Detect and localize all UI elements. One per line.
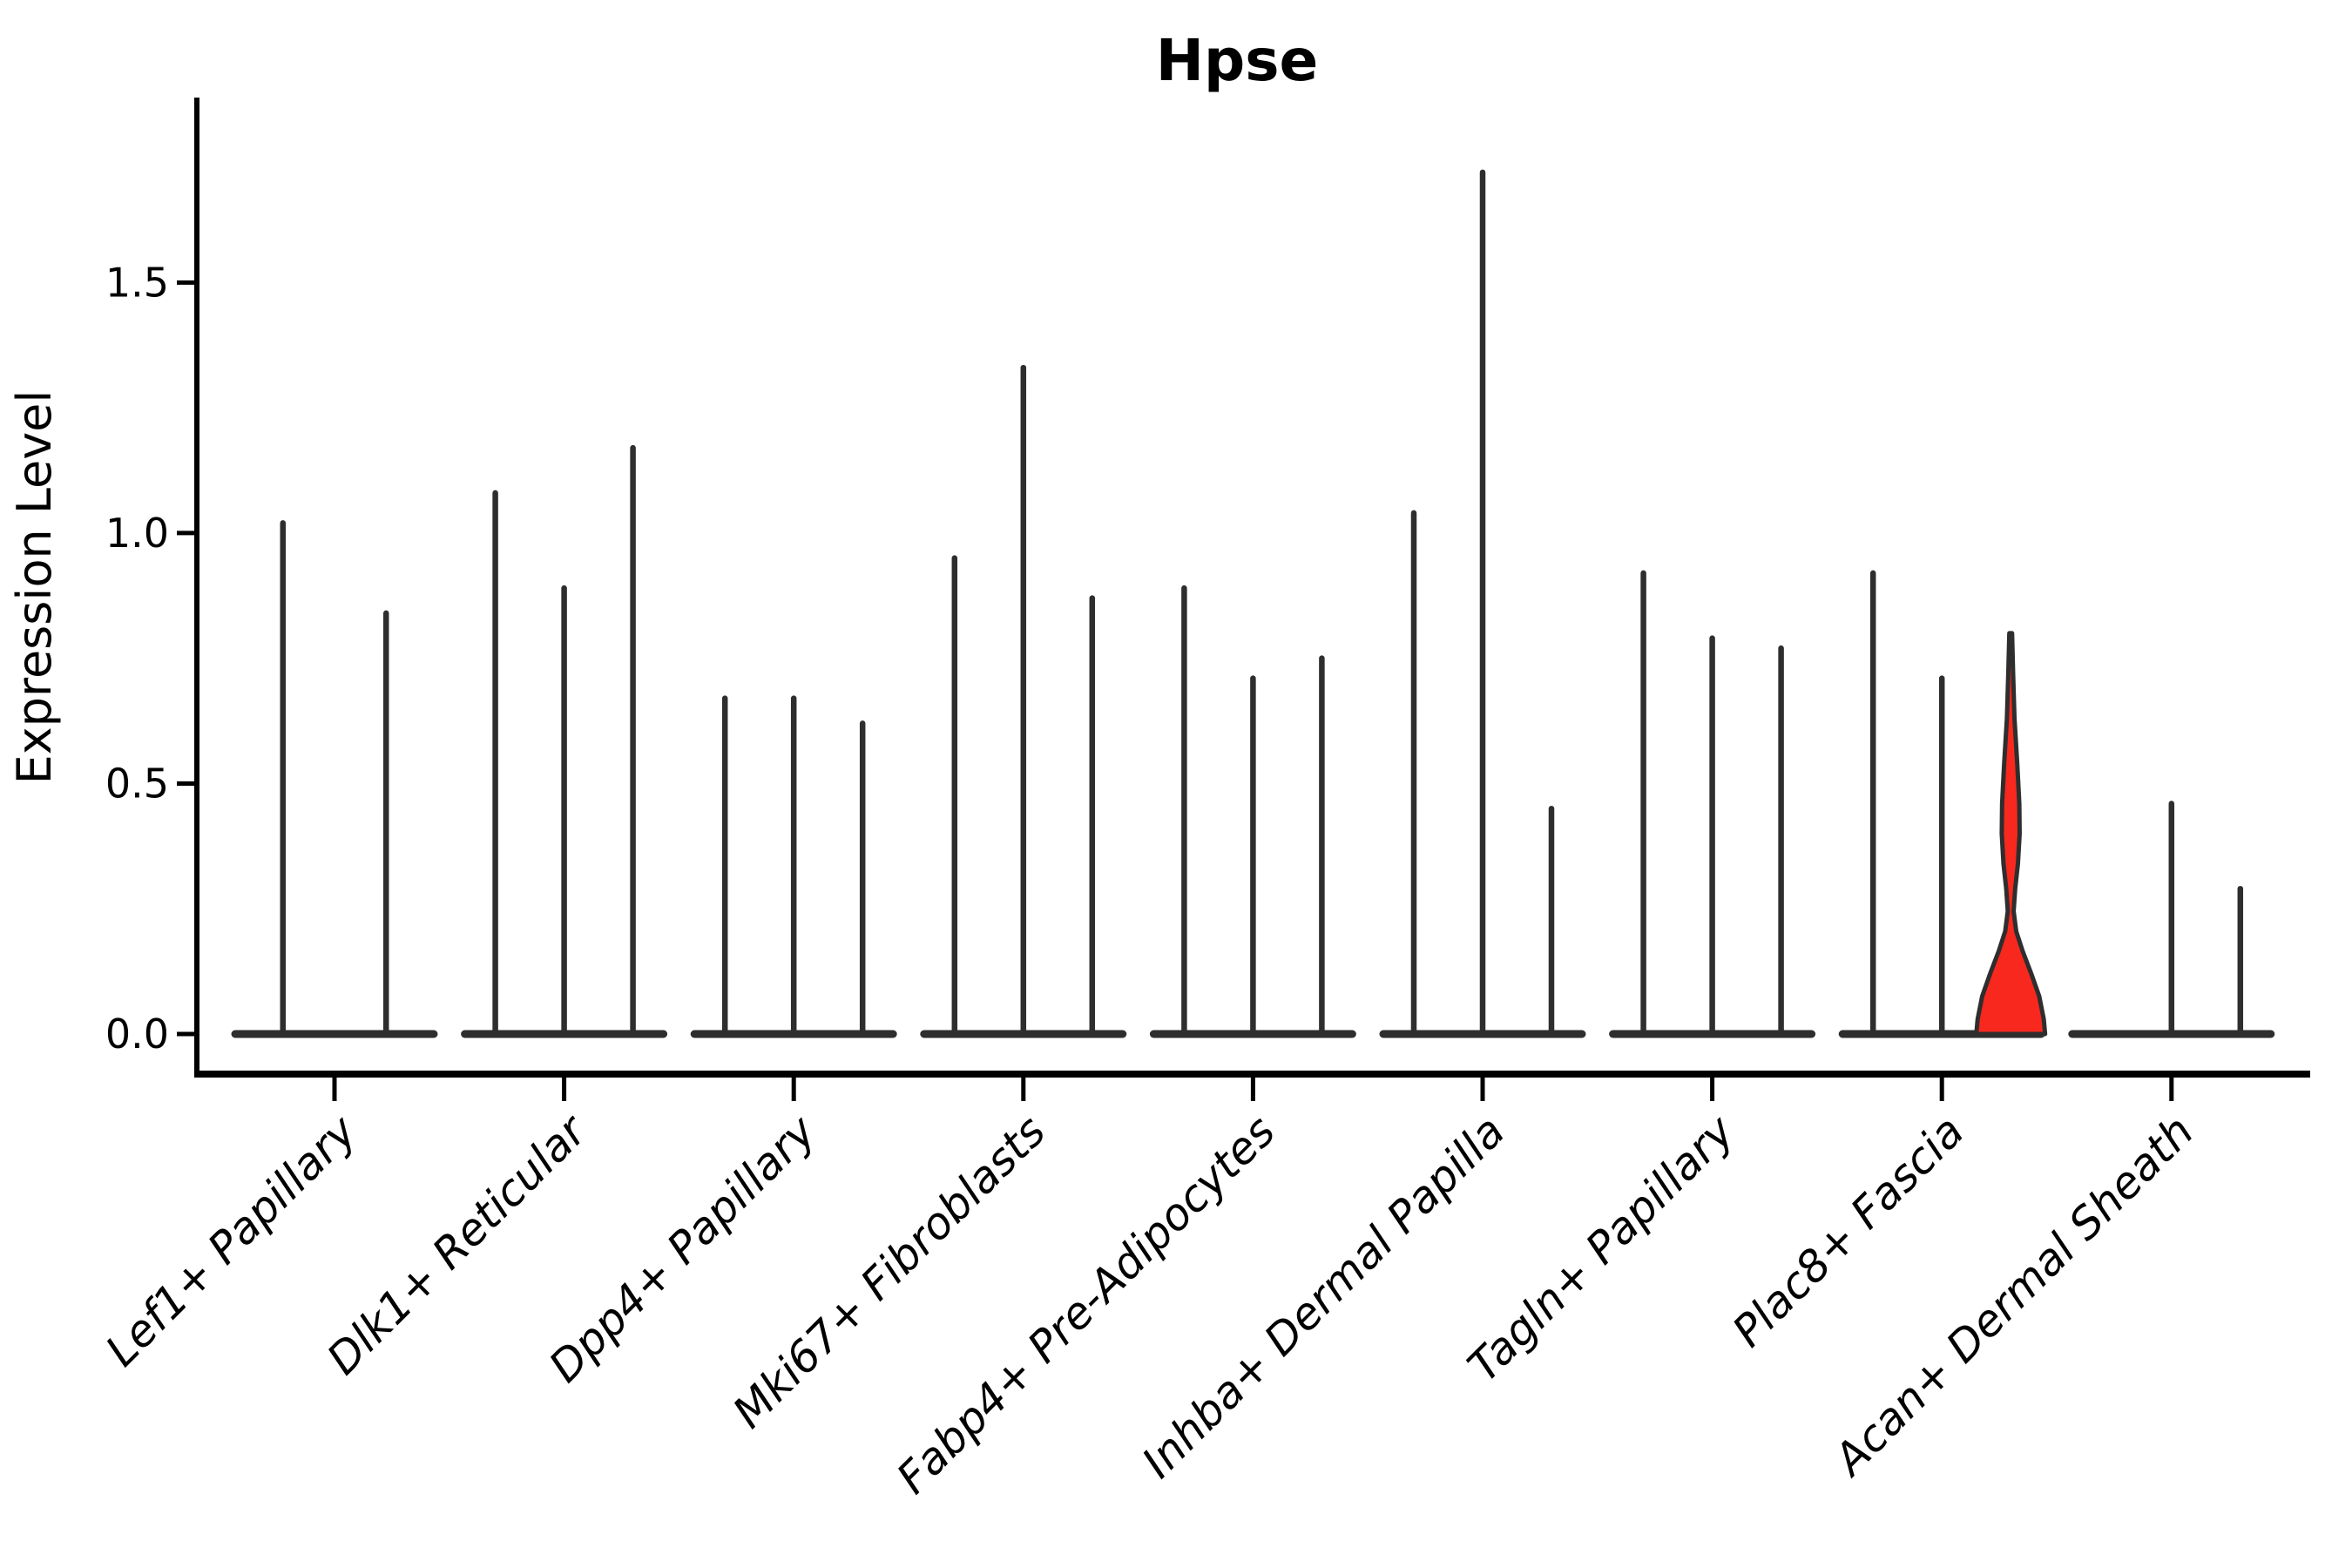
- y-tick-label: 0.0: [105, 1010, 169, 1058]
- x-tick-label: Lef1+ Papillary: [96, 1105, 367, 1375]
- violin-body-highlighted: [1974, 631, 2048, 1037]
- x-tick-label: Fabp4+ Pre-Adipocytes: [887, 1105, 1285, 1504]
- y-axis-label: Expression Level: [7, 390, 62, 785]
- x-tick-label: Plac8+ Fascia: [1723, 1105, 1974, 1356]
- y-tick-label: 1.5: [105, 259, 169, 306]
- baseline-strip: [231, 1030, 438, 1038]
- x-tick-label: Inhba+ Dermal Papilla: [1132, 1105, 1514, 1487]
- y-tick-label: 1.0: [105, 510, 169, 557]
- y-tick-label: 0.5: [105, 760, 169, 807]
- chart-title: Hpse: [1156, 27, 1319, 94]
